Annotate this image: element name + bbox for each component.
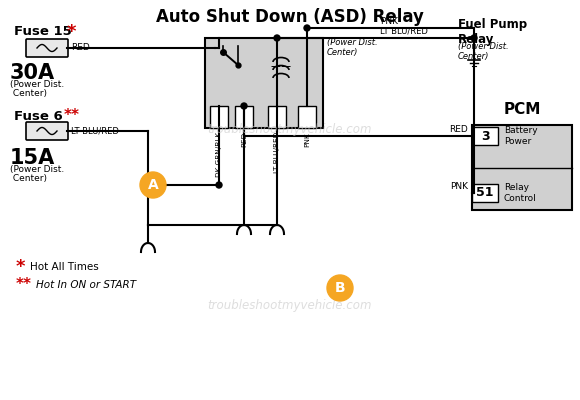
Text: Fuse 15: Fuse 15 xyxy=(14,25,72,38)
Text: 30A: 30A xyxy=(10,63,55,83)
Text: Hot All Times: Hot All Times xyxy=(30,262,99,272)
Text: RED: RED xyxy=(71,44,90,52)
Text: (Power Dist.: (Power Dist. xyxy=(10,165,64,174)
Circle shape xyxy=(274,35,280,41)
Circle shape xyxy=(327,275,353,301)
Text: PCM: PCM xyxy=(503,102,541,117)
Text: **: ** xyxy=(64,108,80,123)
Text: 51: 51 xyxy=(476,186,494,200)
Circle shape xyxy=(145,182,151,188)
Text: Center): Center) xyxy=(10,89,47,98)
Bar xyxy=(472,184,498,202)
Text: LT BLU/RED: LT BLU/RED xyxy=(71,126,119,136)
Text: A: A xyxy=(148,178,158,192)
Bar xyxy=(205,38,323,128)
Text: PNK: PNK xyxy=(450,182,468,191)
Text: Fuel Pump
Relay: Fuel Pump Relay xyxy=(458,18,527,46)
FancyBboxPatch shape xyxy=(26,39,68,57)
Text: 15A: 15A xyxy=(10,148,55,168)
Text: Center): Center) xyxy=(10,174,47,183)
Text: Relay
Control: Relay Control xyxy=(504,183,536,203)
Text: PNK: PNK xyxy=(304,132,310,147)
FancyBboxPatch shape xyxy=(26,122,68,140)
Text: PNK: PNK xyxy=(380,17,398,26)
Circle shape xyxy=(216,182,222,188)
Bar xyxy=(268,106,286,128)
Text: Fuse 6: Fuse 6 xyxy=(14,110,63,123)
Text: *: * xyxy=(67,23,77,41)
Text: RED: RED xyxy=(450,125,468,134)
Text: troubleshootmyvehicle.com: troubleshootmyvehicle.com xyxy=(208,298,372,312)
Text: *: * xyxy=(16,258,26,276)
Bar xyxy=(472,127,498,145)
Text: **: ** xyxy=(16,278,32,292)
Circle shape xyxy=(241,103,247,109)
Circle shape xyxy=(304,25,310,31)
Bar xyxy=(298,106,316,128)
Text: LT BLU/RED: LT BLU/RED xyxy=(380,27,428,36)
Text: DK GRN/BLK: DK GRN/BLK xyxy=(216,132,222,177)
Circle shape xyxy=(140,172,166,198)
Text: RED: RED xyxy=(241,132,247,147)
Bar xyxy=(210,106,228,128)
Text: (Power Dist.
Center): (Power Dist. Center) xyxy=(458,42,509,61)
Text: (Power Dist.
Center): (Power Dist. Center) xyxy=(327,38,378,57)
Text: LT BLU/RED: LT BLU/RED xyxy=(274,132,280,173)
Text: B: B xyxy=(335,281,345,295)
Text: (Power Dist.: (Power Dist. xyxy=(10,80,64,89)
Circle shape xyxy=(471,35,477,41)
Text: Auto Shut Down (ASD) Relay: Auto Shut Down (ASD) Relay xyxy=(156,8,424,26)
Text: Battery
Power: Battery Power xyxy=(504,126,538,146)
Text: Hot In ON or START: Hot In ON or START xyxy=(36,280,136,290)
Text: 3: 3 xyxy=(481,130,490,142)
Text: troubleshootmyvehicle.com: troubleshootmyvehicle.com xyxy=(208,124,372,136)
Bar xyxy=(472,125,572,210)
Bar xyxy=(235,106,253,128)
